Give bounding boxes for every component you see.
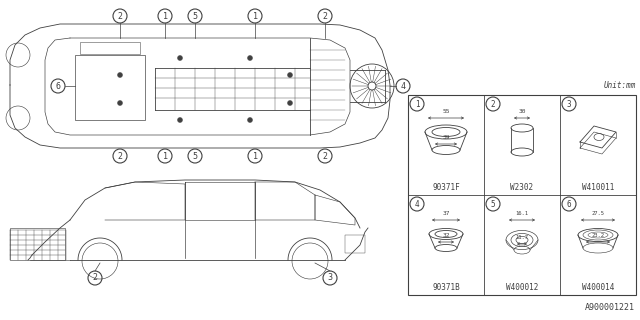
- Text: 2: 2: [118, 12, 122, 20]
- Text: A900001221: A900001221: [585, 303, 635, 312]
- Text: 30: 30: [518, 109, 525, 114]
- Text: W400014: W400014: [582, 283, 614, 292]
- Bar: [10, 228, 65, 260]
- Text: 39: 39: [442, 135, 450, 140]
- Text: 11.7: 11.7: [515, 235, 529, 240]
- Circle shape: [287, 73, 292, 77]
- Text: 2: 2: [118, 151, 122, 161]
- Text: 90371F: 90371F: [432, 182, 460, 191]
- Text: Unit:mm: Unit:mm: [604, 81, 636, 90]
- Text: 5: 5: [193, 12, 198, 20]
- Bar: [75, 55, 145, 120]
- Text: 2: 2: [491, 100, 495, 108]
- Text: 4: 4: [415, 199, 419, 209]
- Text: W2302: W2302: [511, 182, 534, 191]
- Text: 6: 6: [566, 199, 572, 209]
- Text: 4: 4: [401, 82, 406, 91]
- Circle shape: [287, 100, 292, 106]
- Text: 2: 2: [323, 151, 328, 161]
- Circle shape: [248, 55, 253, 60]
- Text: 23.2: 23.2: [591, 233, 605, 238]
- Text: 6: 6: [56, 82, 61, 91]
- Bar: [345, 235, 365, 253]
- Circle shape: [177, 55, 182, 60]
- Text: 2: 2: [93, 274, 97, 283]
- Text: W410011: W410011: [582, 182, 614, 191]
- Text: 55: 55: [442, 109, 450, 114]
- Text: 27.5: 27.5: [591, 211, 605, 216]
- Text: 37: 37: [442, 211, 450, 216]
- Text: W400012: W400012: [506, 283, 538, 292]
- Text: 1: 1: [163, 151, 168, 161]
- Circle shape: [118, 73, 122, 77]
- Text: 1: 1: [163, 12, 168, 20]
- Text: 16.1: 16.1: [515, 211, 529, 216]
- Text: 3: 3: [566, 100, 572, 108]
- Text: 3: 3: [328, 274, 333, 283]
- Bar: [80, 42, 140, 54]
- Text: 1: 1: [253, 151, 257, 161]
- Text: 5: 5: [491, 199, 495, 209]
- Bar: [408, 95, 636, 295]
- Text: 2: 2: [323, 12, 328, 20]
- Text: 32: 32: [442, 233, 450, 238]
- Text: 5: 5: [193, 151, 198, 161]
- Circle shape: [118, 100, 122, 106]
- Text: 1: 1: [415, 100, 419, 108]
- Circle shape: [248, 117, 253, 123]
- Text: 1: 1: [253, 12, 257, 20]
- Circle shape: [177, 117, 182, 123]
- Text: 90371B: 90371B: [432, 283, 460, 292]
